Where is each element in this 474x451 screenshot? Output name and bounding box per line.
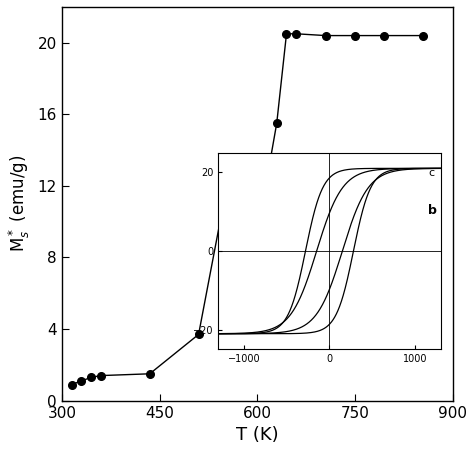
X-axis label: T (K): T (K) bbox=[236, 426, 279, 444]
Y-axis label: M$_s^*$ (emu/g): M$_s^*$ (emu/g) bbox=[7, 155, 32, 253]
